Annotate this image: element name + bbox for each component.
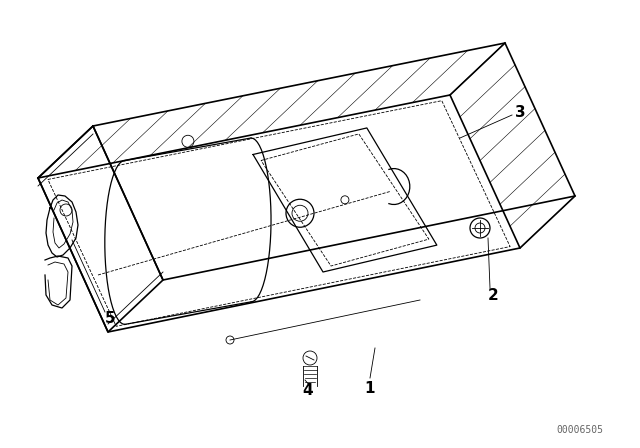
Text: 5: 5: [105, 310, 115, 326]
Text: 4: 4: [303, 383, 314, 397]
Text: 00006505: 00006505: [557, 425, 604, 435]
Text: 3: 3: [515, 104, 525, 120]
Text: 2: 2: [488, 288, 499, 302]
Text: 1: 1: [365, 380, 375, 396]
